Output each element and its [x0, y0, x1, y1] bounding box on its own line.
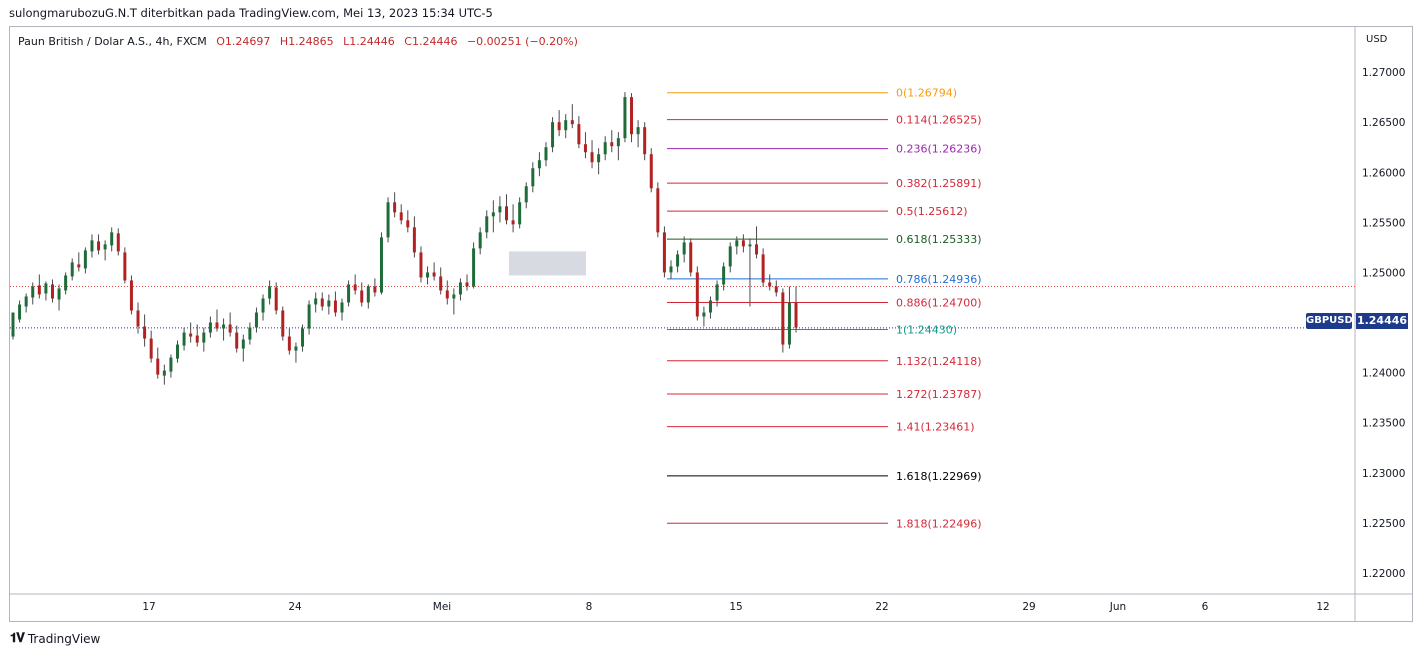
legend-low: L1.24446: [343, 35, 395, 48]
current-price-tag: 1.24446: [1356, 313, 1408, 329]
chart-frame[interactable]: [9, 26, 1413, 622]
ticker-tag: GBPUSD: [1306, 313, 1353, 329]
chart-legend: Paun British / Dolar A.S., 4h, FXCM O1.2…: [18, 35, 584, 48]
price-axis-unit: USD: [1366, 34, 1388, 45]
tradingview-logo[interactable]: 𝟏𝐕 TradingView: [10, 631, 100, 646]
legend-close: C1.24446: [404, 35, 458, 48]
legend-symbol: Paun British / Dolar A.S., 4h, FXCM: [18, 35, 207, 48]
tradingview-brand-text: TradingView: [27, 631, 101, 646]
legend-change: −0.00251 (−0.20%): [466, 35, 578, 48]
publisher-line: sulongmarubozuG.N.T diterbitkan pada Tra…: [9, 6, 493, 20]
legend-open: O1.24697: [216, 35, 271, 48]
tradingview-logo-icon: 𝟏𝐕: [10, 631, 25, 646]
legend-high: H1.24865: [279, 35, 334, 48]
